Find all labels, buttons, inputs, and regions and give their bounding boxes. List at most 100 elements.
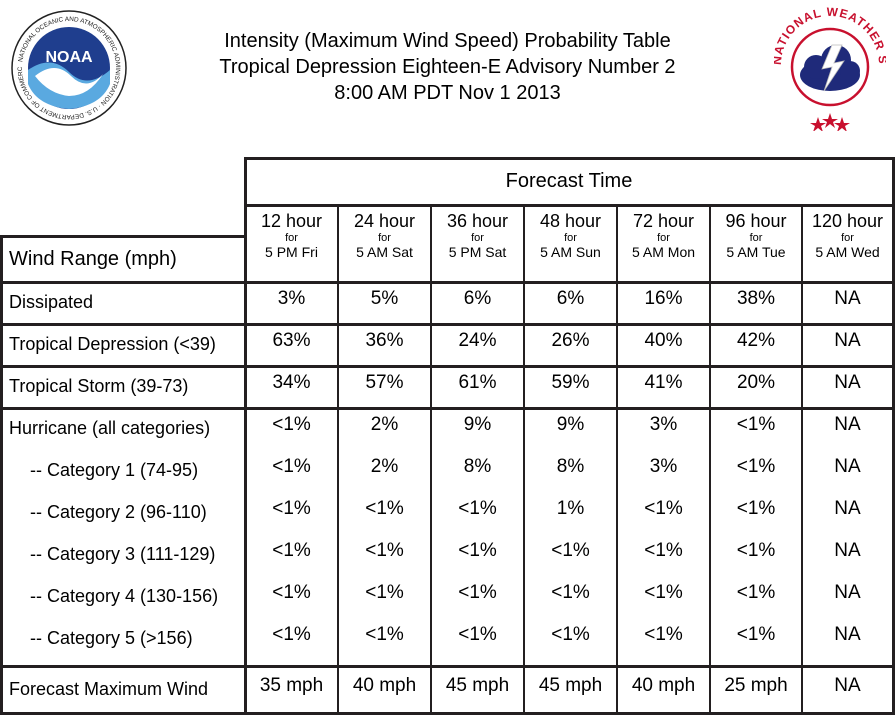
table-cell: 9%: [556, 414, 585, 435]
column-header-for: for: [841, 232, 854, 244]
table-cell: 45 mph: [445, 675, 510, 696]
table-cell: 20%: [736, 372, 776, 393]
table-cell: 3%: [649, 414, 678, 435]
table-cell: 36%: [365, 330, 404, 351]
column-header-for: for: [657, 232, 670, 244]
table-cell: <1%: [458, 540, 497, 561]
table-border-line: [523, 206, 525, 714]
column-header-for: for: [564, 232, 577, 244]
table-cell: 3%: [649, 456, 678, 477]
table-cell: <1%: [272, 498, 311, 519]
column-header-time: 5 AM Sat: [356, 244, 413, 260]
table-cell: 59%: [551, 372, 590, 393]
table-border-line: [0, 323, 895, 326]
row-label: -- Category 3 (111-129): [30, 543, 216, 564]
column-header-for: for: [285, 232, 298, 244]
table-cell: <1%: [736, 540, 776, 561]
table-cell: 3%: [277, 288, 306, 309]
table-border-line: [616, 206, 618, 714]
column-header-hours: 24 hour: [353, 211, 416, 231]
column-header-hours: 72 hour: [632, 211, 695, 231]
table-border-line: [0, 365, 895, 368]
table-border-right: [892, 157, 895, 715]
column-header-time: 5 PM Sat: [448, 244, 507, 260]
table-cell: <1%: [272, 582, 311, 603]
table-cell: 16%: [644, 288, 683, 309]
table-cell: 42%: [736, 330, 776, 351]
table-cell: NA: [834, 456, 861, 477]
table-cell: 1%: [556, 498, 585, 519]
table-cell: 5%: [370, 288, 399, 309]
table-cell: NA: [834, 498, 861, 519]
column-header-time: 5 AM Mon: [631, 244, 696, 260]
column-header-time: 5 AM Sun: [540, 244, 601, 260]
table-cell: 63%: [272, 330, 311, 351]
table-border-line: [0, 665, 895, 668]
table-cell: <1%: [736, 414, 776, 435]
table-cell: <1%: [644, 540, 683, 561]
table-cell: 24%: [458, 330, 497, 351]
table-cell: 9%: [463, 414, 492, 435]
column-header-3: 36 hour for 5 PM Sat: [431, 210, 524, 261]
table-cell: NA: [834, 372, 861, 393]
table-border-line: [430, 206, 432, 714]
row-label: Dissipated: [9, 291, 94, 312]
title-line-3: 8:00 AM PDT Nov 1 2013: [334, 82, 561, 104]
column-header-hours: 48 hour: [539, 211, 602, 231]
table-border-line: [801, 206, 803, 714]
row-label: -- Category 2 (96-110): [30, 501, 207, 522]
page-title: Intensity (Maximum Wind Speed) Probabili…: [150, 28, 745, 106]
table-cell: NA: [834, 330, 861, 351]
row-label: Tropical Storm (39-73): [9, 375, 189, 396]
title-line-2: Tropical Depression Eighteen-E Advisory …: [219, 56, 676, 78]
row-label: -- Category 4 (130-156): [30, 585, 219, 606]
column-header-hours: 120 hour: [811, 211, 884, 231]
table-cell: NA: [834, 624, 861, 645]
table-border-line: [0, 281, 895, 284]
title-line-1: Intensity (Maximum Wind Speed) Probabili…: [224, 30, 671, 52]
table-border-line: [0, 407, 895, 410]
table-cell: 57%: [365, 372, 404, 393]
table-cell: <1%: [551, 540, 590, 561]
table-cell: <1%: [551, 624, 590, 645]
table-cell: <1%: [458, 624, 497, 645]
table-cell: <1%: [365, 540, 404, 561]
table-cell: <1%: [551, 582, 590, 603]
table-cell: 40%: [644, 330, 683, 351]
table-cell: <1%: [644, 498, 683, 519]
column-header-hours: 36 hour: [446, 211, 509, 231]
table-cell: 26%: [551, 330, 590, 351]
row-label: Tropical Depression (<39): [9, 333, 216, 354]
table-cell: <1%: [458, 582, 497, 603]
table-border-bottom: [0, 712, 895, 715]
column-header-for: for: [749, 232, 763, 244]
table-cell: NA: [834, 582, 861, 603]
column-header-hours: 96 hour: [725, 211, 787, 231]
table-cell: <1%: [365, 582, 404, 603]
table-cell: 61%: [458, 372, 497, 393]
table-cell: 35 mph: [259, 675, 324, 696]
table-cell: <1%: [644, 624, 683, 645]
column-header-4: 48 hour for 5 AM Sun: [524, 210, 617, 261]
table-cell: <1%: [736, 456, 776, 477]
table-cell: 6%: [463, 288, 492, 309]
table-cell: <1%: [365, 624, 404, 645]
table-border-left: [0, 235, 3, 715]
table-cell: 8%: [463, 456, 492, 477]
table-cell: 34%: [272, 372, 311, 393]
table-cell: NA: [834, 414, 861, 435]
table-cell: <1%: [272, 540, 311, 561]
column-header-for: for: [471, 232, 484, 244]
table-cell: 40 mph: [352, 675, 417, 696]
row-label: Hurricane (all categories): [9, 417, 211, 438]
table-border-line: [337, 206, 339, 714]
table-cell: <1%: [272, 414, 311, 435]
wind-range-header: Wind Range (mph): [9, 248, 177, 270]
column-header-5: 72 hour for 5 AM Mon: [617, 210, 710, 261]
table-cell: 41%: [644, 372, 683, 393]
table-cell: <1%: [272, 456, 311, 477]
table-cell: NA: [834, 540, 861, 561]
table-cell: <1%: [736, 624, 776, 645]
column-header-time: 5 AM Tue: [726, 244, 786, 260]
column-header-6: 96 hour for 5 AM Tue: [710, 210, 802, 261]
